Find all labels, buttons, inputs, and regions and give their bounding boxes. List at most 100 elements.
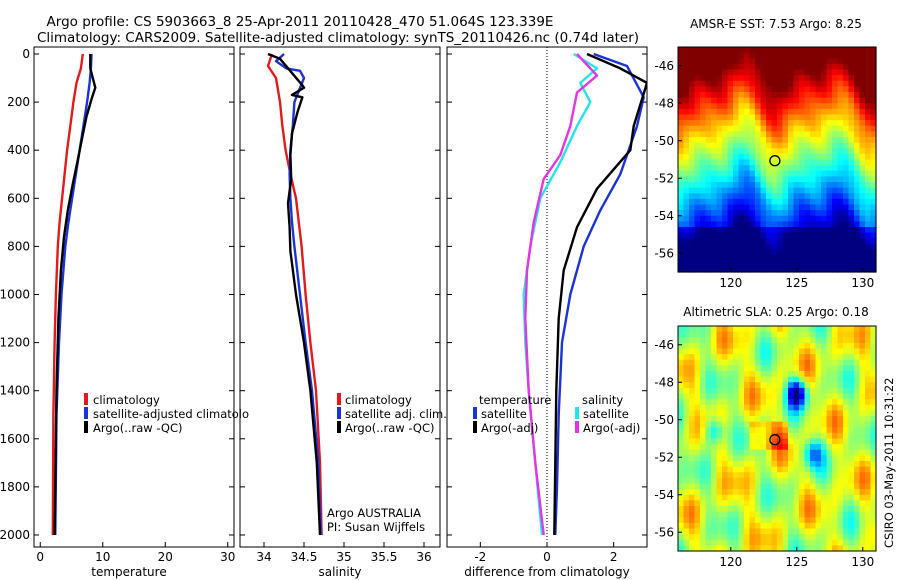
sla-map-cell [760,494,767,501]
sla-map-cell [843,461,850,468]
sla-map-cell [733,354,740,361]
sla-map-cell [821,427,828,434]
sst-map-cell [738,137,745,144]
sla-map-cell [865,416,872,423]
sla-map-cell [859,416,866,423]
sst-map-cell [821,176,828,183]
sla-map-cell [744,348,751,355]
sst-map-cell [716,232,723,239]
sst-map-cell [799,92,806,99]
sla-map-cell [848,359,855,366]
sst-map-cell [744,198,751,206]
sst-map-cell [859,187,866,194]
sst-map-cell [727,47,734,54]
sst-map-cell [810,108,817,116]
sla-map-cell [694,376,701,383]
sla-map-cell [788,331,795,338]
sla-map-cell [837,354,844,361]
sla-map-cell [700,528,707,535]
sst-map-cell [848,75,855,82]
sst-map-cell [865,47,872,54]
sst-map-cell [865,159,872,166]
sla-map-cell [777,522,784,530]
sst-map-cell [689,266,696,273]
sla-map-cell [771,371,778,378]
sst-map-cell [755,176,762,183]
sla-map-cell [766,331,773,338]
sst-map-cell [749,266,756,273]
sst-map-cell [694,227,701,234]
sst-map-cell [711,182,718,189]
sst-map-cell [689,255,696,262]
sla-map-cell [821,365,828,372]
sla-map-cell [716,455,723,462]
sst-map-cell [744,204,751,211]
sst-map-cell [777,266,784,273]
sla-map-cell [766,410,773,417]
sst-map-cell [832,255,839,262]
sst-map-cell [716,215,723,222]
sla-map-cell [711,500,718,507]
sla-map-ytick-label: -46 [654,338,674,352]
sla-map-cell [722,517,729,524]
sst-map-cell [722,58,729,65]
sla-map-cell [777,365,784,372]
sla-map-cell [859,472,866,479]
sst-map-title: AMSR-E SST: 7.53 Argo: 8.25 [690,17,862,31]
sst-map-cell [848,52,855,59]
sst-map-cell [865,182,872,189]
sla-map-cell [738,466,745,473]
sst-map-cell [722,63,729,71]
sla-map-cell [755,359,762,366]
sst-map-cell [683,266,690,273]
sla-map-cell [810,528,817,535]
sst-map-cell [711,187,718,194]
sla-map-cell [810,466,817,473]
sst-map-cell [755,182,762,189]
sla-map-cell [859,382,866,389]
sst-map-cell [821,63,828,71]
sla-map-cell [771,387,778,395]
sst-map-cell [683,243,690,251]
sst-map-cell [760,92,767,99]
sla-map-cell [711,444,718,451]
sst-map-cell [854,260,861,267]
sla-map-cell [848,399,855,406]
sst-map-cell [716,86,723,93]
sla-map-cell [865,404,872,411]
sla-map-cell [700,489,707,496]
sla-map-cell [810,444,817,451]
sla-map-cell [854,461,861,468]
sst-map-cell [694,120,701,127]
difference-xtick-label: -2 [474,550,486,564]
sst-map-cell [777,170,784,177]
sla-map-cell [859,483,866,490]
sst-map-cell [854,165,861,172]
sst-map-cell [689,243,696,251]
sst-map-cell [700,227,707,234]
sst-map-cell [722,92,729,99]
sla-map-cell [722,455,729,462]
sla-map-cell [777,449,784,456]
sst-map-cell [777,108,784,116]
sst-map-cell [826,232,833,239]
sla-map-cell [727,461,734,468]
sst-map-cell [810,193,817,200]
sla-map-cell [788,348,795,355]
sst-map-cell [848,193,855,200]
sla-map-cell [843,432,850,440]
sst-map-cell [837,210,844,217]
sst-map-cell [733,266,740,273]
sst-map-cell [788,142,795,149]
sst-map-cell [854,159,861,166]
sst-map-cell [689,97,696,104]
sla-map-cell [843,472,850,479]
sla-map-cell [683,444,690,451]
sla-map-cell [777,348,784,355]
sla-map-cell [826,539,833,546]
sla-map-cell [865,337,872,344]
temperature-ticks: 0 10 20 30020040060080010001200140016001800… [0,47,235,564]
sst-map-cell [733,159,740,166]
sla-map-cell [777,387,784,395]
sst-map-cell [837,221,844,228]
